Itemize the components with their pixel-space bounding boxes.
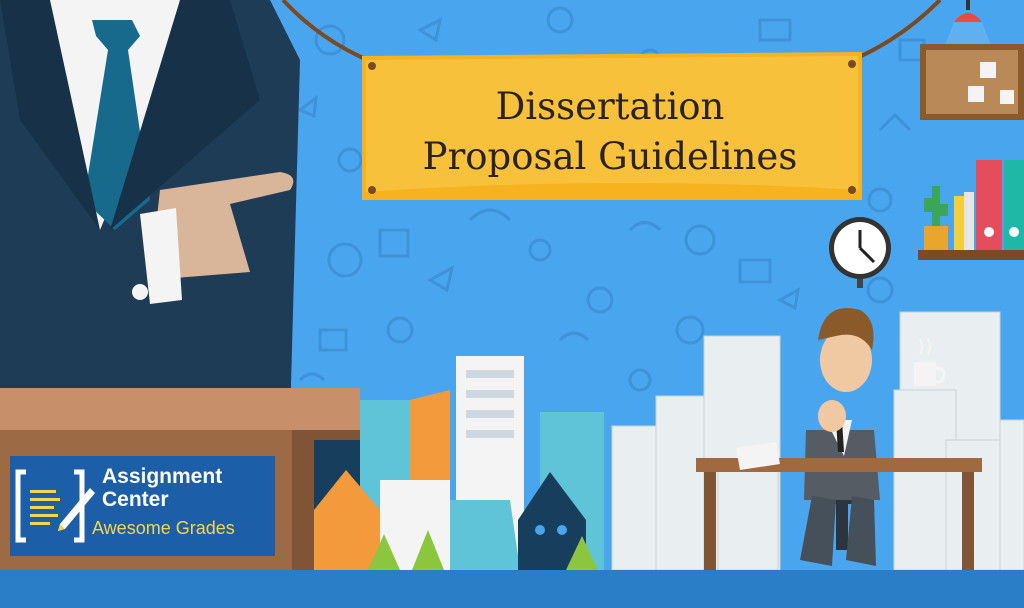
logo-brand-line-2: Center <box>102 488 169 511</box>
coffee-mug <box>914 338 946 386</box>
assignment-center-logo: Assignment Center Awesome Grades <box>10 456 275 556</box>
banner-title-line-2: Proposal Guidelines <box>422 135 798 178</box>
student-at-desk <box>696 308 982 570</box>
wall-clock <box>829 217 891 288</box>
floor <box>0 570 1024 608</box>
banner <box>362 52 862 200</box>
banner-rope-right <box>851 0 942 62</box>
banner-title: Dissertation Proposal Guidelines <box>370 82 850 182</box>
wall-shelf <box>918 160 1024 260</box>
logo-tagline: Awesome Grades <box>92 518 235 538</box>
logo-brand-line-1: Assignment <box>102 465 223 488</box>
banner-title-line-1: Dissertation <box>495 85 725 128</box>
banner-rope-left <box>281 0 373 64</box>
cork-board <box>920 44 1024 120</box>
city-skyline <box>314 356 604 570</box>
logo-brand-name: Assignment Center <box>102 465 222 511</box>
paper-stacks <box>611 311 1024 571</box>
businessman <box>0 0 300 420</box>
document-pen-icon <box>15 469 95 543</box>
doodle-pattern <box>297 6 926 392</box>
